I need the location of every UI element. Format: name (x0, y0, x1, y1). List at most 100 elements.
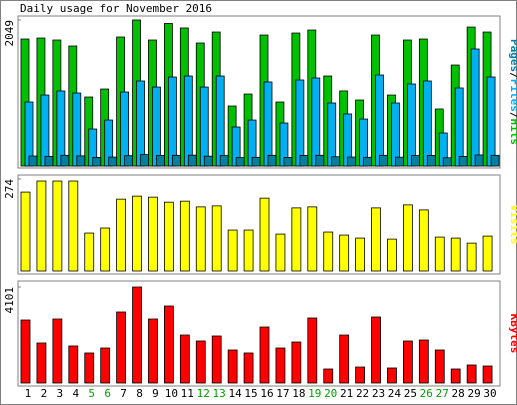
bar (60, 154, 70, 167)
bar (124, 155, 133, 167)
x-tick-label: 11 (181, 387, 194, 400)
bar (44, 155, 54, 167)
bar (402, 204, 413, 272)
x-tick-label: 18 (292, 387, 305, 400)
bar (295, 79, 305, 167)
bar (140, 154, 149, 167)
bar (211, 335, 222, 384)
bar (108, 156, 118, 167)
x-tick-label: 14 (228, 387, 242, 400)
bar (20, 319, 31, 384)
bar (76, 155, 86, 167)
bar (120, 91, 129, 167)
x-tick-label: 3 (57, 387, 64, 400)
bar (179, 334, 190, 384)
x-tick-label: 5 (88, 387, 95, 400)
bar (136, 80, 145, 167)
x-tick-label: 25 (404, 387, 417, 400)
legend-entry: Visits (508, 205, 517, 245)
bar (486, 76, 496, 167)
bar (84, 232, 95, 272)
bar (148, 196, 158, 272)
bar (148, 318, 158, 384)
bar (466, 242, 477, 272)
bar (355, 237, 366, 272)
bar (28, 155, 38, 167)
bar (371, 316, 381, 384)
bar (402, 340, 413, 384)
bar (243, 352, 254, 384)
bar (347, 156, 357, 167)
bar (215, 75, 225, 167)
bar (387, 238, 397, 272)
bar (339, 334, 350, 384)
x-tick-label: 26 (420, 387, 433, 400)
bar (355, 366, 366, 384)
x-tick-label: 8 (136, 387, 143, 400)
x-tick-label: 22 (356, 387, 369, 400)
bar (100, 227, 111, 272)
bar (482, 365, 493, 384)
bar (195, 340, 206, 384)
x-tick-label: 13 (213, 387, 226, 400)
bar (323, 231, 334, 272)
bar (132, 286, 142, 384)
bar (227, 349, 238, 384)
bar (454, 87, 464, 167)
bar (406, 83, 416, 167)
bar (52, 318, 63, 384)
bar (72, 92, 82, 167)
bar (203, 155, 213, 167)
bar (195, 206, 206, 272)
bar (116, 311, 126, 384)
bar (235, 157, 245, 167)
bar (311, 77, 321, 167)
x-tick-label: 24 (388, 387, 402, 400)
bar (450, 368, 461, 384)
bar (163, 201, 174, 272)
bar (187, 154, 197, 167)
x-tick-label: 6 (104, 387, 111, 400)
x-tick-label: 7 (120, 387, 127, 400)
chart-title: Daily usage for November 2016 (20, 2, 212, 15)
bar (375, 74, 384, 167)
bar (227, 229, 238, 272)
bar (40, 94, 50, 167)
x-tick-label: 15 (244, 387, 257, 400)
x-tick-label: 19 (308, 387, 321, 400)
y-tick-label: 2049 (3, 20, 16, 47)
legend-entry: Hits (508, 119, 517, 146)
bar (299, 155, 309, 167)
bar (219, 155, 229, 167)
bar (251, 156, 261, 167)
bar (36, 342, 47, 384)
bar (179, 200, 190, 272)
bar (323, 368, 334, 384)
bar (291, 341, 302, 384)
legend-entry: Files (508, 79, 517, 112)
bar (275, 233, 286, 272)
bar (132, 195, 142, 272)
bar (315, 154, 325, 167)
bar (263, 81, 273, 167)
bar (56, 90, 66, 167)
bar (379, 154, 388, 167)
bar (410, 155, 420, 167)
bar (418, 339, 429, 384)
legend-entry: Pages (508, 39, 517, 72)
bar (426, 155, 436, 167)
bar (243, 229, 254, 272)
legend-separator: / (508, 72, 517, 79)
bar (275, 347, 286, 384)
x-tick-label: 17 (276, 387, 289, 400)
bar (267, 154, 277, 167)
bar (100, 347, 111, 384)
x-tick-label: 1 (25, 387, 32, 400)
bar (152, 86, 161, 167)
x-tick-label: 21 (340, 387, 353, 400)
legend: KBytes (508, 314, 517, 354)
y-tick-label: 274 (3, 179, 16, 199)
bar (259, 326, 270, 384)
bar (92, 157, 102, 167)
bar (167, 76, 177, 167)
